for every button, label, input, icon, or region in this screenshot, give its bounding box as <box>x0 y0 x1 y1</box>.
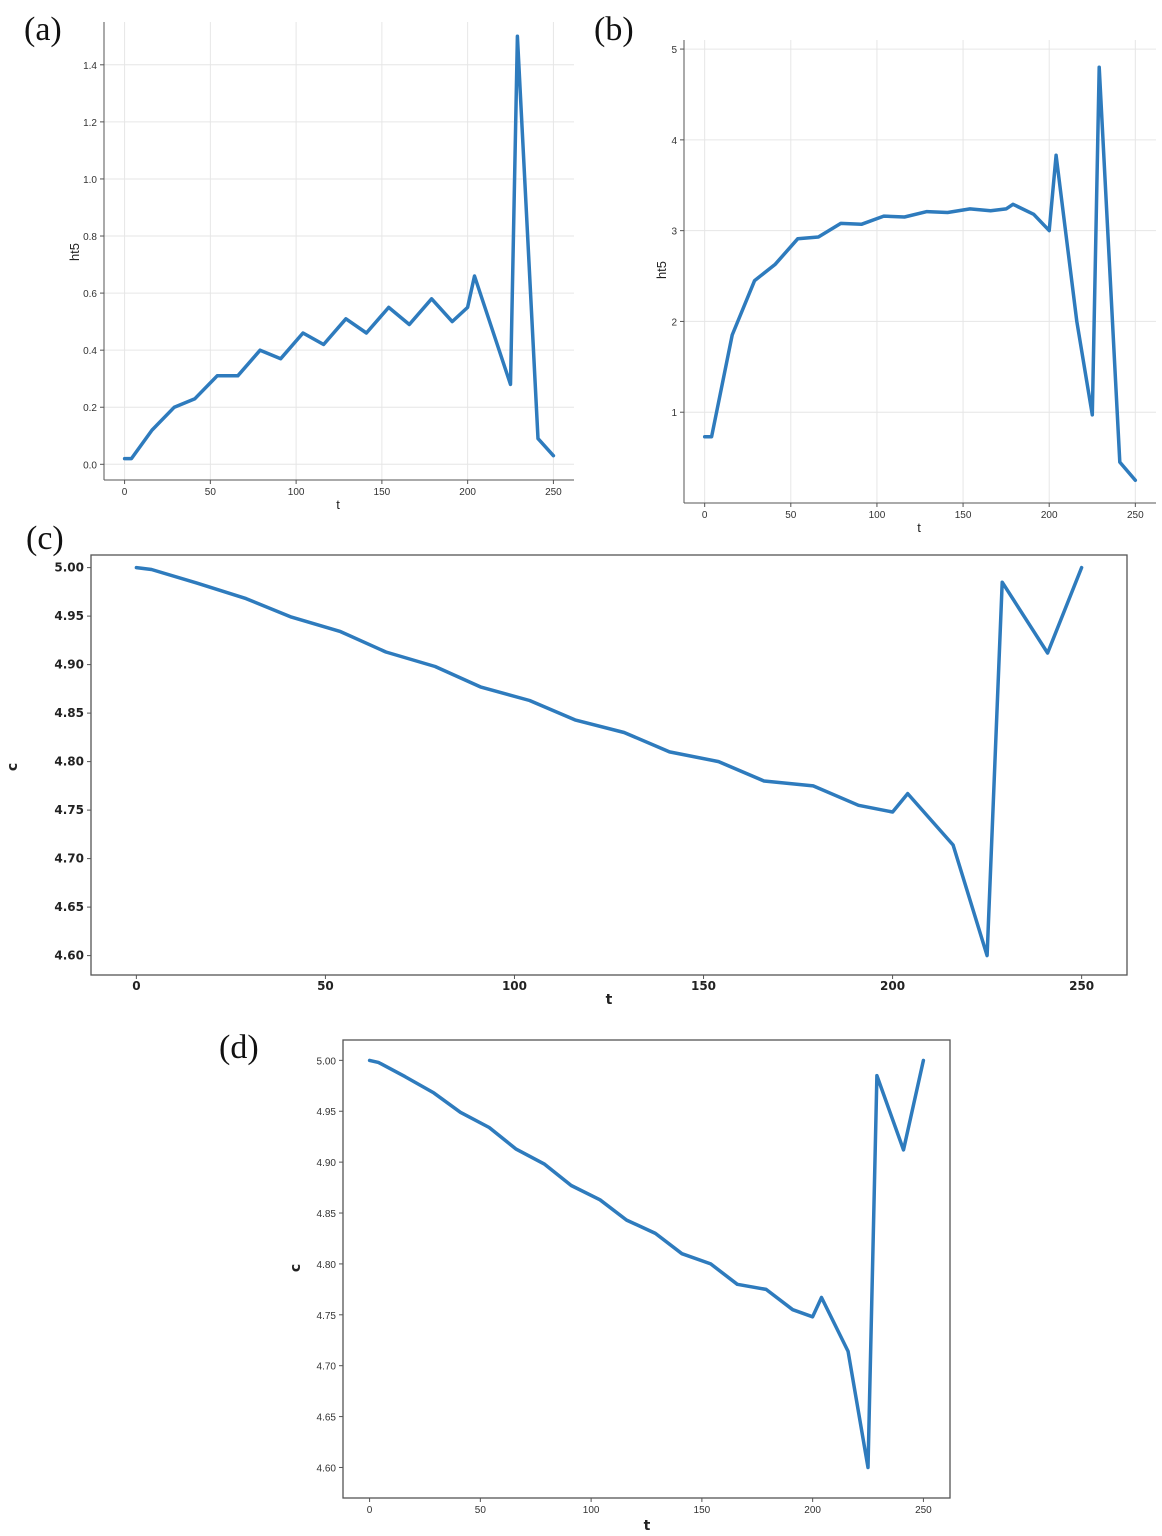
series-line-a-0 <box>122 34 556 461</box>
x-tick-label-b-2: 100 <box>869 510 886 521</box>
y-axis-label-d: c <box>288 1264 304 1272</box>
y-tick-label-d-2: 4.70 <box>317 1362 337 1373</box>
panel-label-b: (b) <box>594 11 634 48</box>
grid-b <box>684 40 1156 503</box>
y-tick-label-d-8: 5.00 <box>317 1056 337 1067</box>
axes-d <box>342 1039 951 1499</box>
chart-panel-d: (d) 0 50 100 150 200 250 4.60 4.65 4.70 4.75 4.80 4… <box>219 1029 951 1534</box>
axes-a <box>103 22 574 481</box>
y-tick-label-d-7: 4.95 <box>317 1107 337 1118</box>
y-tick-label-b-2: 3 <box>671 227 677 238</box>
x-tick-label-a-3: 150 <box>374 487 391 498</box>
x-tick-label-b-0: 0 <box>702 510 708 521</box>
x-tick-label-c-1: 50 <box>317 979 334 993</box>
x-tick-label-b-4: 200 <box>1041 510 1058 521</box>
y-tick-label-d-1: 4.65 <box>317 1413 337 1424</box>
y-axis-label-b: ht5 <box>654 261 669 279</box>
ticks-a: 0 50 100 150 200 250 0.0 0.2 0.4 0.6 0.8 1.0 1.2 1.4 <box>83 61 562 498</box>
series-line-d-0 <box>367 1058 926 1470</box>
y-tick-label-c-6: 4.90 <box>54 658 84 672</box>
x-tick-label-b-5: 250 <box>1127 510 1144 521</box>
y-tick-label-d-3: 4.75 <box>317 1311 337 1322</box>
y-tick-label-c-8: 5.00 <box>54 561 84 575</box>
x-axis-label-b: t <box>917 520 921 535</box>
y-tick-label-b-3: 4 <box>671 136 677 147</box>
y-tick-label-a-1: 0.2 <box>83 403 97 414</box>
ticks-c: 0 50 100 150 200 250 4.60 4.65 4.70 4.75 4.80 4.85 4… <box>54 561 1094 993</box>
ticks-d: 0 50 100 150 200 250 4.60 4.65 4.70 4.75 4.80 4.85 4… <box>317 1056 933 1516</box>
y-tick-label-a-7: 1.4 <box>83 61 97 72</box>
y-tick-label-a-4: 0.8 <box>83 232 97 243</box>
y-tick-label-a-2: 0.4 <box>83 346 97 357</box>
y-axis-label-c: c <box>5 763 21 771</box>
x-tick-label-a-4: 200 <box>459 487 476 498</box>
chart-panel-a: (a) 0 50 100 150 200 250 0.0 0.2 0.4 0.6 0.8 1.0 1.2… <box>24 11 574 512</box>
x-tick-label-c-4: 200 <box>880 979 905 993</box>
y-tick-label-c-1: 4.65 <box>54 900 84 914</box>
panel-label-a: (a) <box>24 11 62 48</box>
x-axis-label-c: t <box>606 992 613 1008</box>
x-tick-label-a-5: 250 <box>545 487 562 498</box>
series-a <box>122 34 556 461</box>
y-tick-label-d-5: 4.85 <box>317 1209 337 1220</box>
x-tick-label-d-0: 0 <box>367 1505 373 1516</box>
y-tick-label-c-2: 4.70 <box>54 852 84 866</box>
x-tick-label-c-0: 0 <box>132 979 140 993</box>
series-c <box>134 565 1084 958</box>
y-tick-label-a-0: 0.0 <box>83 460 97 471</box>
x-axis-label-a: t <box>336 497 340 512</box>
y-tick-label-d-6: 4.90 <box>317 1158 337 1169</box>
y-tick-label-c-7: 4.95 <box>54 609 84 623</box>
x-tick-label-a-2: 100 <box>288 487 305 498</box>
y-tick-label-a-6: 1.2 <box>83 118 97 129</box>
grid-a <box>104 22 574 480</box>
x-tick-label-a-0: 0 <box>122 487 128 498</box>
x-tick-label-d-4: 200 <box>804 1505 821 1516</box>
axes-c <box>90 554 1128 976</box>
series-line-b-0 <box>702 65 1138 483</box>
chart-panel-b: (b) 0 50 100 150 200 250 1 2 3 4 5 t ht5 <box>594 11 1156 535</box>
panel-label-d: (d) <box>219 1029 259 1066</box>
plot-frame-c <box>90 554 1128 976</box>
y-tick-label-c-4: 4.80 <box>54 755 84 769</box>
x-tick-label-a-1: 50 <box>205 487 217 498</box>
x-tick-label-c-2: 100 <box>502 979 527 993</box>
x-tick-label-d-5: 250 <box>915 1505 932 1516</box>
x-tick-label-d-3: 150 <box>694 1505 711 1516</box>
y-tick-label-b-4: 5 <box>671 45 677 56</box>
y-tick-label-c-5: 4.85 <box>54 706 84 720</box>
series-d <box>367 1058 926 1470</box>
series-line-c-0 <box>134 565 1084 958</box>
x-tick-label-d-2: 100 <box>583 1505 600 1516</box>
y-tick-label-c-3: 4.75 <box>54 803 84 817</box>
y-tick-label-a-5: 1.0 <box>83 175 97 186</box>
y-tick-label-b-1: 2 <box>671 317 677 328</box>
panel-label-c: (c) <box>26 520 64 557</box>
chart-panel-c: (c) 0 50 100 150 200 250 4.60 4.65 4.70 4.75 4.80 4… <box>5 520 1128 1008</box>
x-tick-label-b-1: 50 <box>785 510 797 521</box>
y-tick-label-d-4: 4.80 <box>317 1260 337 1271</box>
y-tick-label-d-0: 4.60 <box>317 1463 337 1474</box>
y-tick-label-b-0: 1 <box>671 408 677 419</box>
ticks-b: 0 50 100 150 200 250 1 2 3 4 5 <box>671 45 1144 521</box>
x-axis-label-d: t <box>644 1518 651 1534</box>
x-tick-label-b-3: 150 <box>955 510 972 521</box>
y-tick-label-c-0: 4.60 <box>54 949 84 963</box>
axes-b <box>683 40 1156 504</box>
series-b <box>702 65 1138 483</box>
x-tick-label-c-5: 250 <box>1069 979 1094 993</box>
plot-frame-d <box>342 1039 951 1499</box>
y-tick-label-a-3: 0.6 <box>83 289 97 300</box>
y-axis-label-a: ht5 <box>67 243 82 261</box>
x-tick-label-d-1: 50 <box>475 1505 487 1516</box>
x-tick-label-c-3: 150 <box>691 979 716 993</box>
